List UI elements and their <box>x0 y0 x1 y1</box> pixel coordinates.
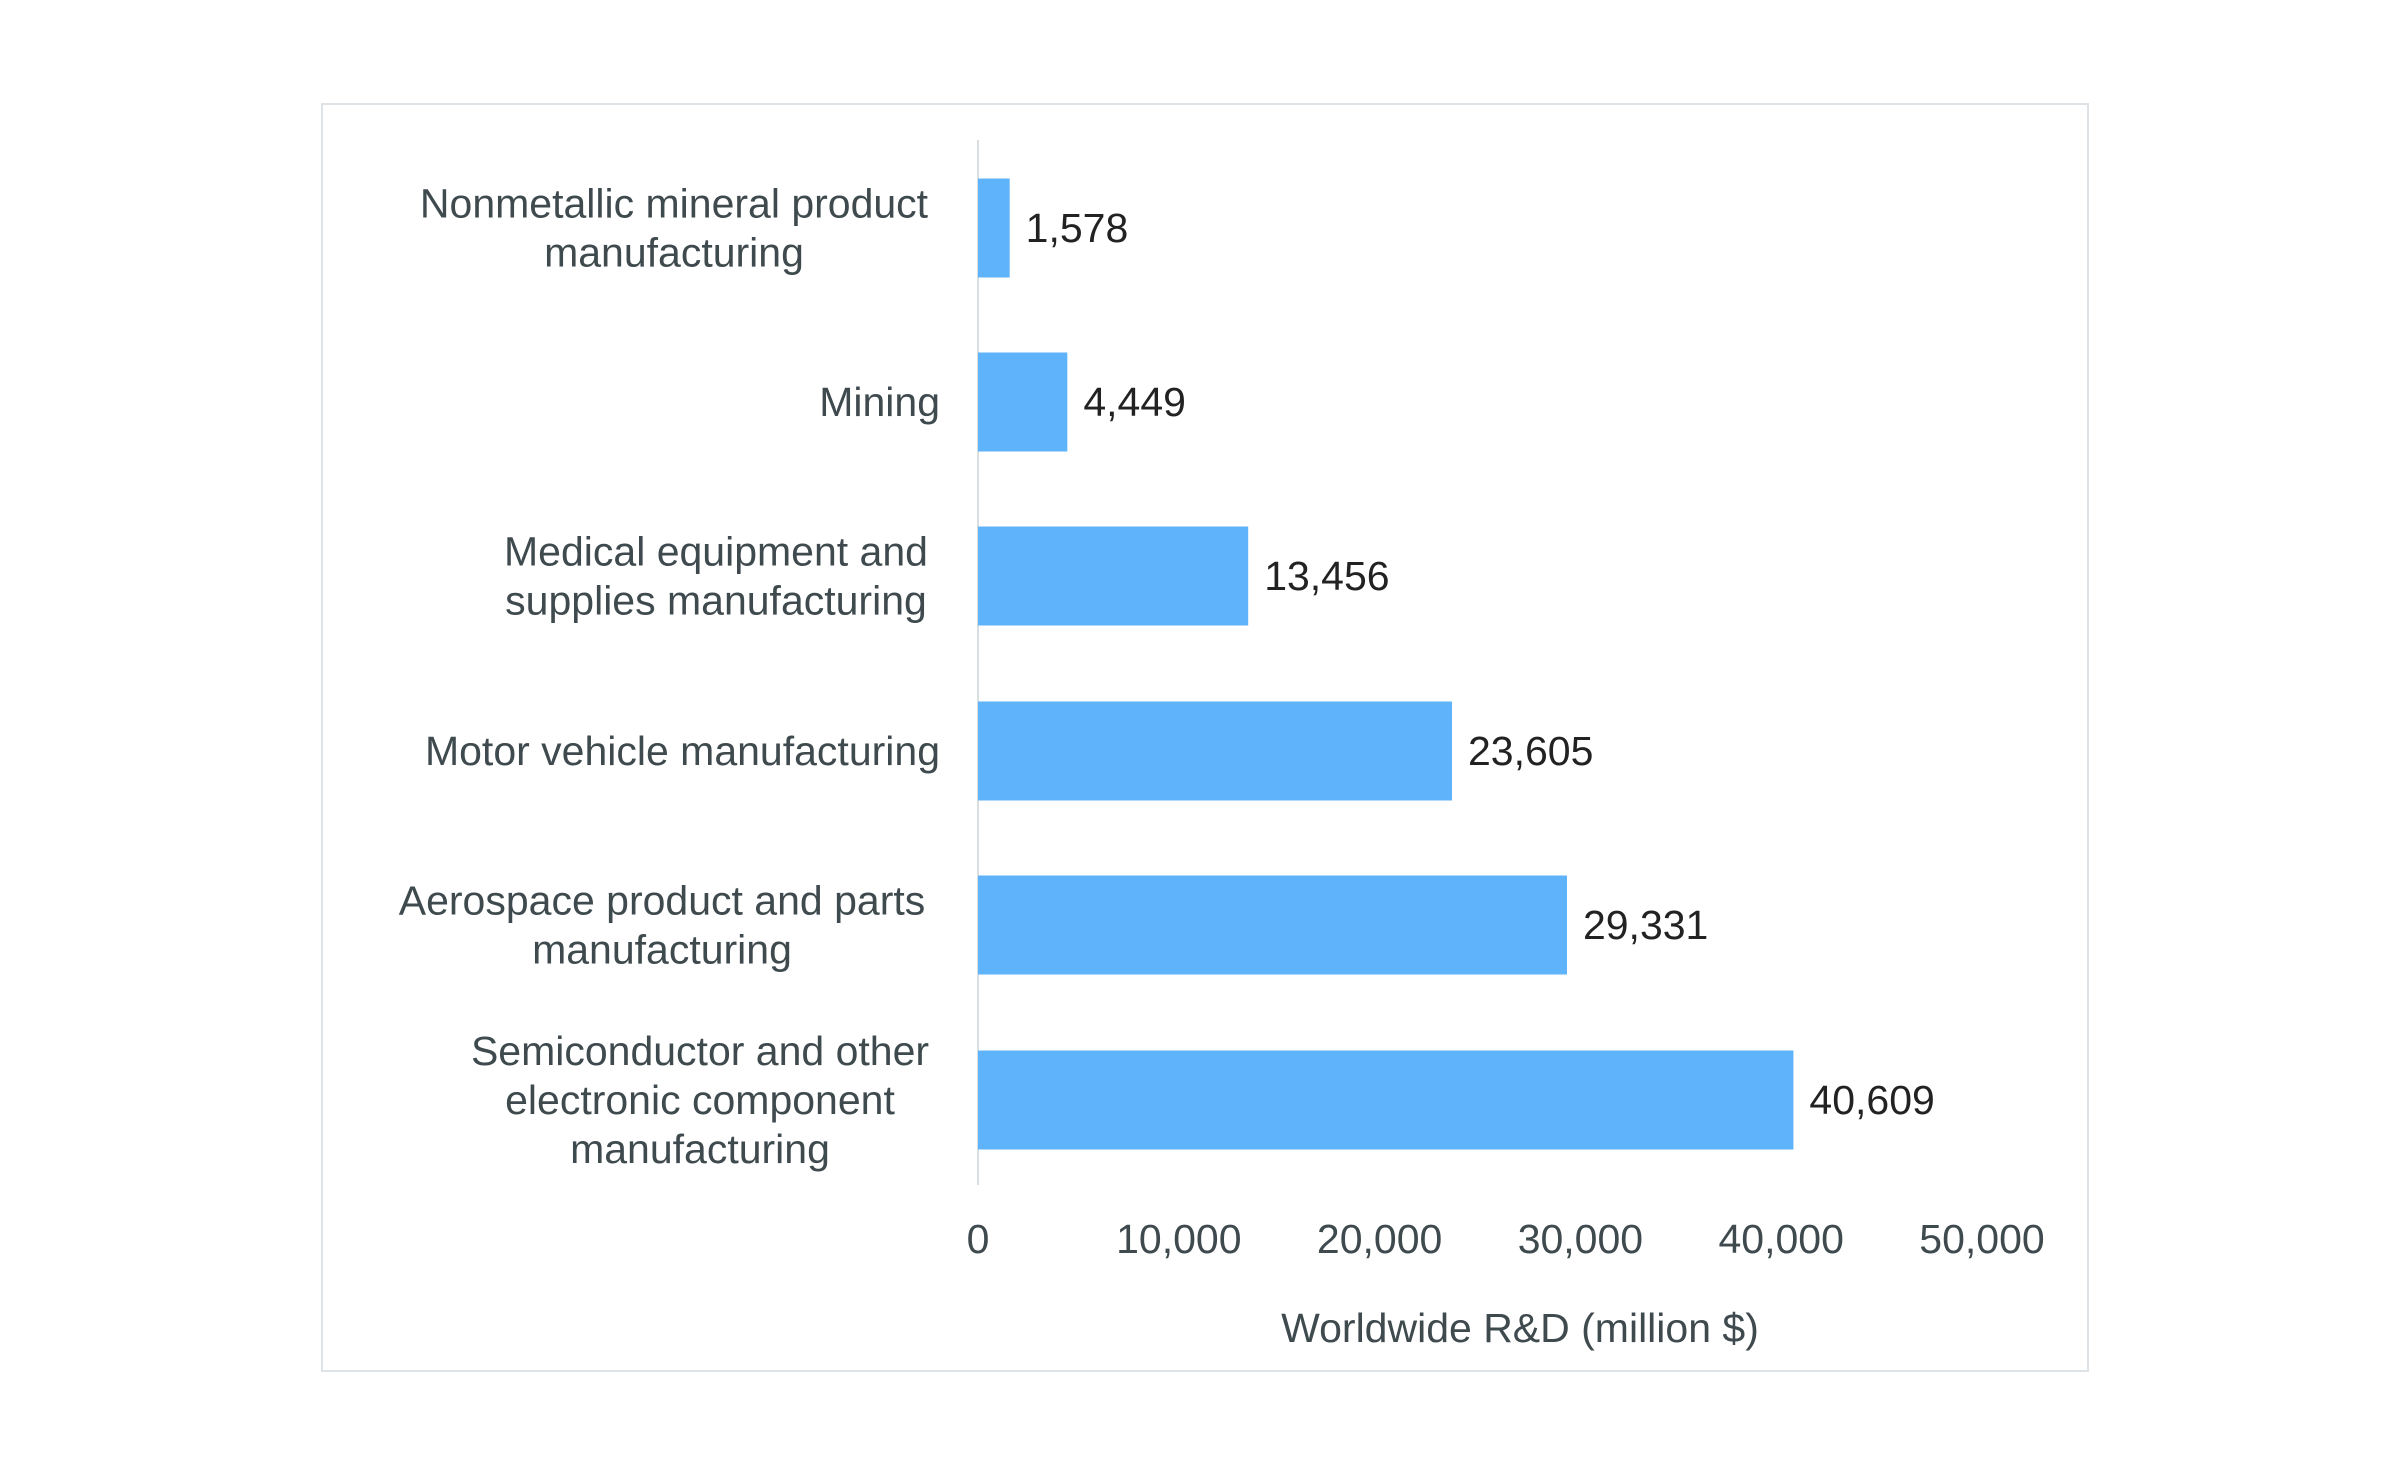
x-tick-label: 10,000 <box>1116 1216 1241 1262</box>
x-tick-label: 50,000 <box>1919 1216 2044 1262</box>
data-label: 23,605 <box>1468 728 1593 774</box>
data-label: 1,578 <box>1026 205 1129 251</box>
x-tick-label: 40,000 <box>1718 1216 1843 1262</box>
x-tick-label: 0 <box>967 1216 990 1262</box>
data-label: 4,449 <box>1083 379 1186 425</box>
data-label: 13,456 <box>1264 553 1389 599</box>
category-label: Medical equipment and supplies manufactur… <box>504 529 928 624</box>
category-label: Aerospace product and parts manufacturing <box>399 878 926 973</box>
bar <box>978 178 1010 278</box>
bar <box>978 1050 1794 1150</box>
category-label: Nonmetallic mineral product manufacturing <box>420 181 929 276</box>
category-label: Mining <box>819 379 940 425</box>
x-axis-title: Worldwide R&D (million $) <box>1281 1305 1759 1351</box>
bar <box>978 875 1567 975</box>
chart-frame <box>321 103 2089 1372</box>
x-tick-label: 30,000 <box>1518 1216 1643 1262</box>
data-label: 29,331 <box>1583 902 1708 948</box>
x-tick-label: 20,000 <box>1317 1216 1442 1262</box>
category-label: Semiconductor and other electronic compon… <box>471 1028 929 1172</box>
bar <box>978 352 1068 452</box>
bar <box>978 526 1249 626</box>
data-label: 40,609 <box>1809 1077 1934 1123</box>
category-label: Motor vehicle manufacturing <box>425 728 940 774</box>
bar <box>978 701 1452 801</box>
